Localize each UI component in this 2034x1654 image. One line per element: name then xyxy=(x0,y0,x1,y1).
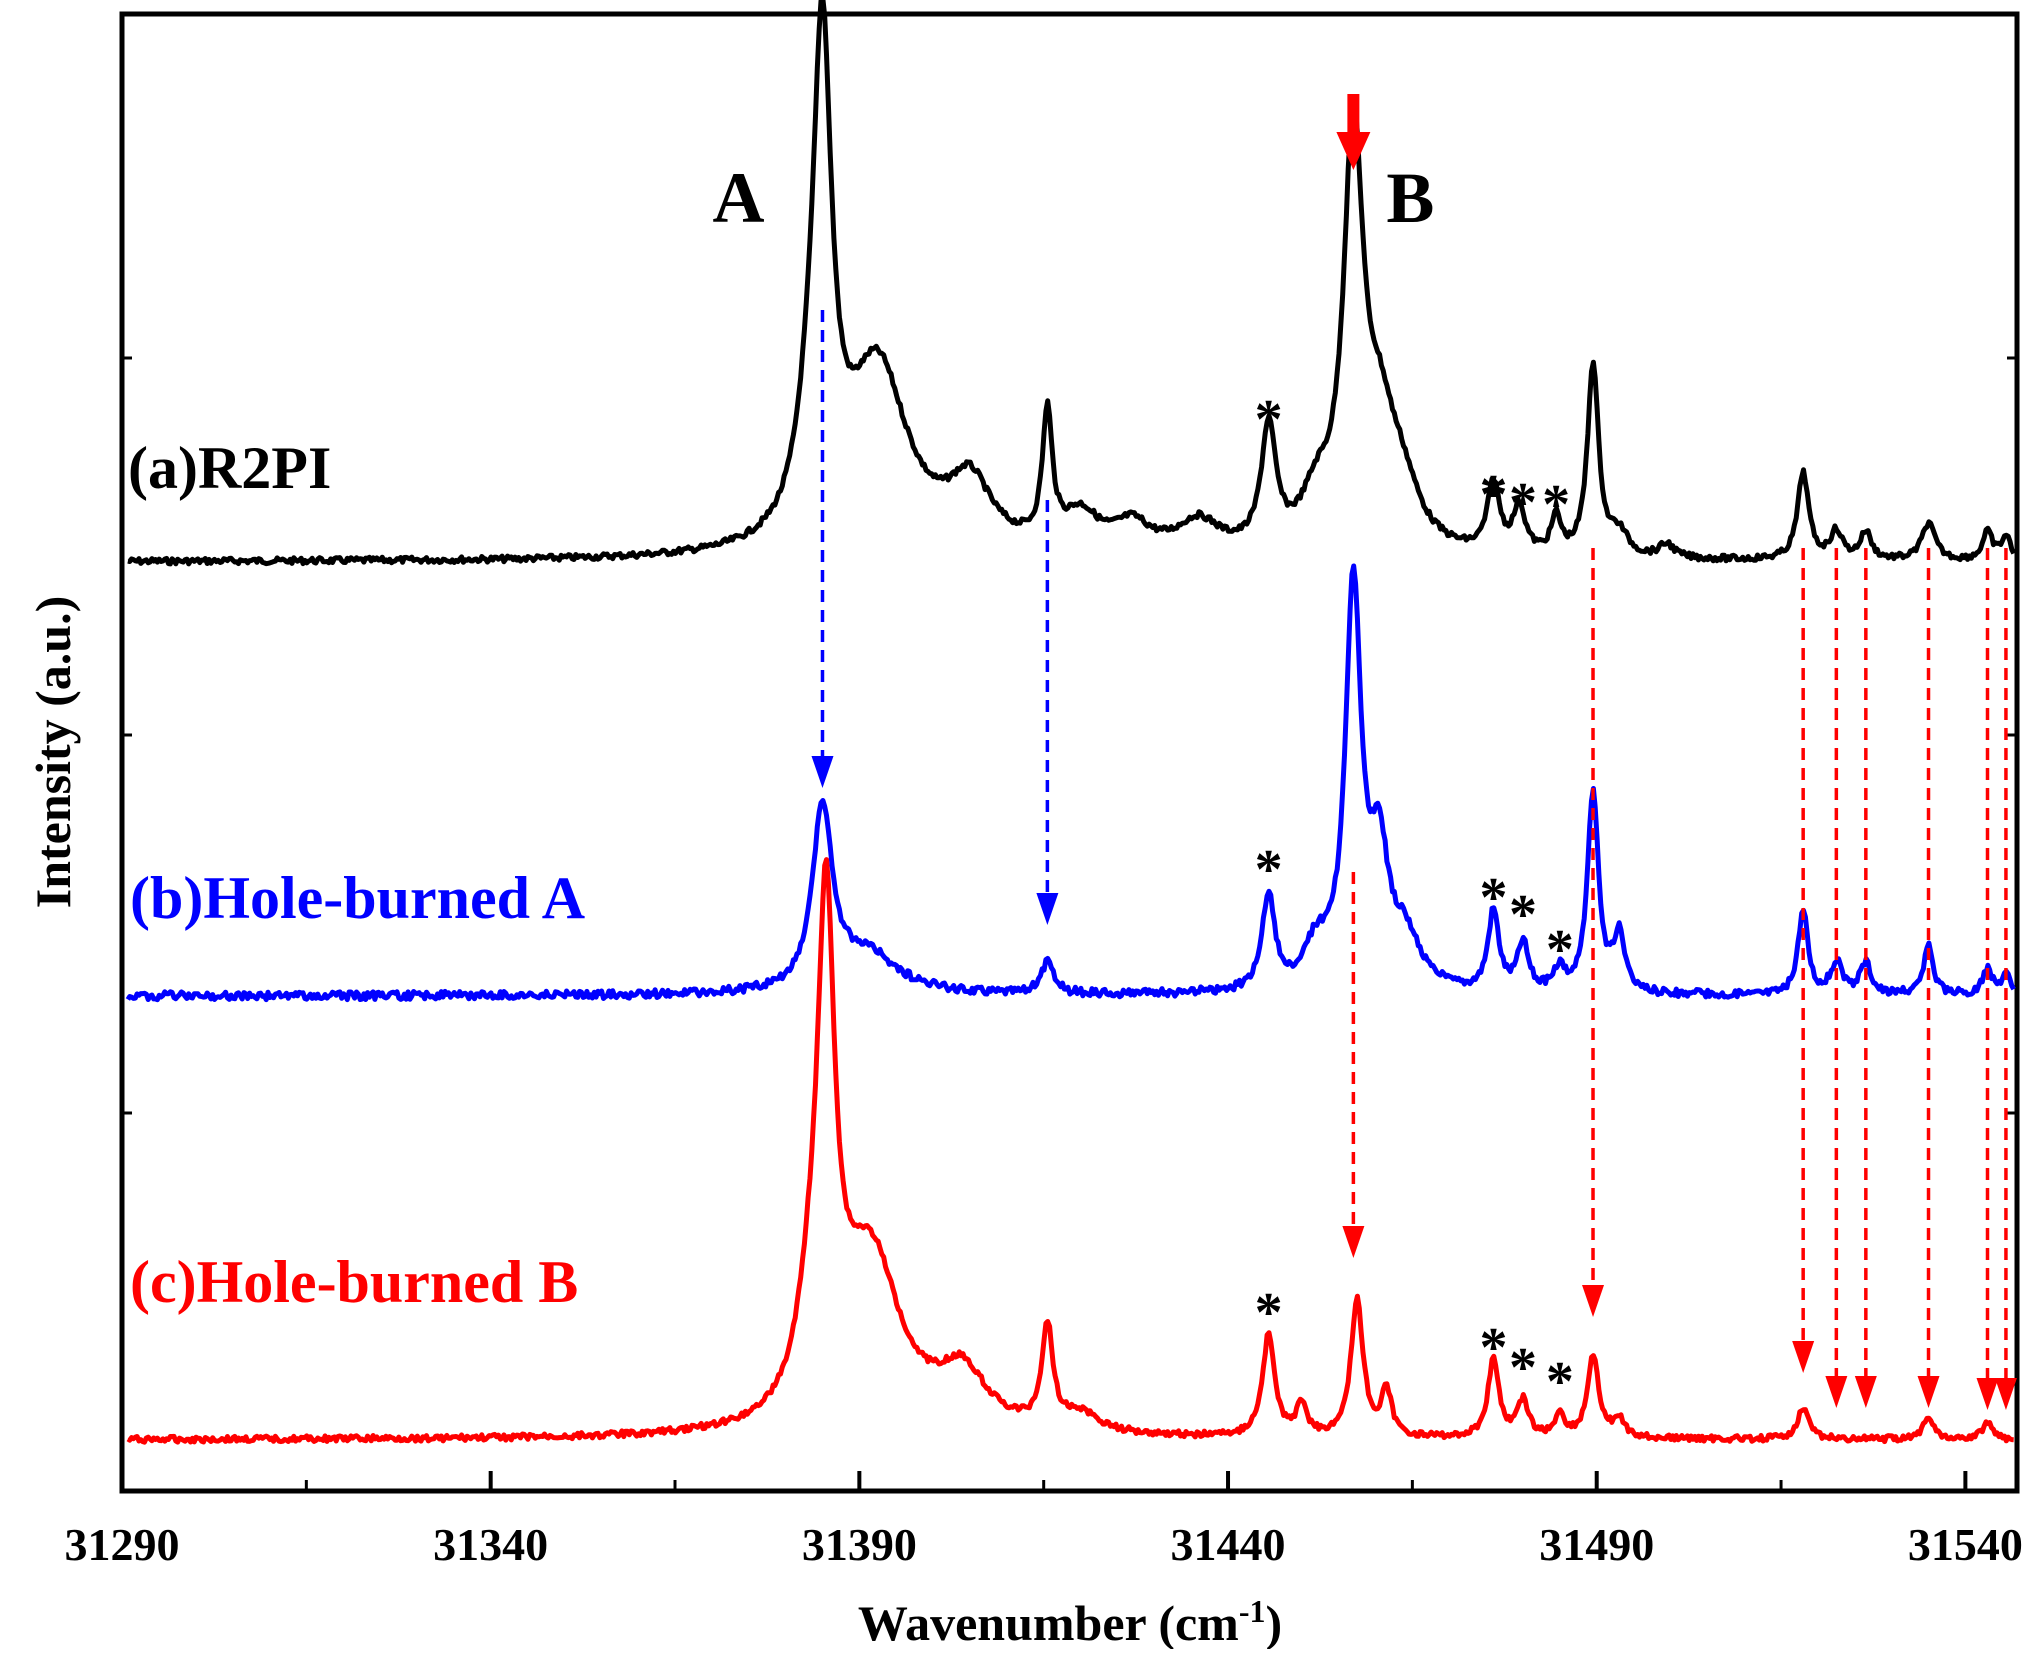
axis-ticks xyxy=(120,356,2017,1493)
x-axis-title-main: Wavenumber (cm xyxy=(858,1595,1239,1649)
asterisk-b: * xyxy=(1509,884,1537,946)
assignment-arrows xyxy=(811,94,2017,1410)
spectra-traces xyxy=(125,0,2016,1445)
asterisk-a: * xyxy=(1542,474,1570,536)
x-axis-title-sup: -1 xyxy=(1239,1593,1266,1629)
asterisk-c: * xyxy=(1546,1351,1574,1413)
series-label-a: (a)R2PI xyxy=(128,435,331,501)
y-axis-title: Intensity (a.u.) xyxy=(25,596,81,909)
asterisk-a: * xyxy=(1509,472,1537,534)
trace-c xyxy=(126,857,2015,1445)
x-tick-label: 31290 xyxy=(65,1519,180,1570)
peak-label-b: B xyxy=(1386,158,1434,238)
arrow-b-to-c-head xyxy=(1342,1226,1365,1258)
arrow-a-to-b-head xyxy=(1036,893,1059,925)
x-tick-label: 31340 xyxy=(433,1519,548,1570)
x-tick-label: 31440 xyxy=(1171,1519,1286,1570)
pump-arrow-head xyxy=(1336,132,1371,170)
arrow-a-to-b-head xyxy=(811,756,834,788)
arrow-a-to-c-head xyxy=(1976,1378,1999,1410)
series-label-c: (c)Hole-burned B xyxy=(130,1249,578,1315)
arrow-a-to-c-head xyxy=(1582,1285,1605,1317)
arrow-a-to-c-head xyxy=(1854,1376,1877,1408)
x-tick-label: 31490 xyxy=(1539,1519,1654,1570)
series-label-b: (b)Hole-burned A xyxy=(130,865,585,931)
arrow-a-to-c-head xyxy=(1917,1376,1940,1408)
asterisk-b: * xyxy=(1479,867,1507,929)
arrow-a-to-c-head xyxy=(1994,1378,2017,1410)
x-tick-label: 31390 xyxy=(802,1519,917,1570)
asterisk-c: * xyxy=(1255,1282,1283,1344)
asterisk-b: * xyxy=(1546,919,1574,981)
asterisk-a: * xyxy=(1255,389,1283,451)
asterisk-c: * xyxy=(1479,1317,1507,1379)
peak-label-a: A xyxy=(712,158,764,238)
trace-a xyxy=(127,0,2016,567)
asterisk-a: * xyxy=(1479,464,1507,526)
asterisk-c: * xyxy=(1509,1337,1537,1399)
x-axis-title: Wavenumber (cm-1) xyxy=(858,1593,1282,1649)
arrow-a-to-c-head xyxy=(1825,1376,1848,1408)
pump-arrow-shaft xyxy=(1347,94,1360,136)
trace-b xyxy=(125,563,2016,1003)
x-tick-label: 31540 xyxy=(1908,1519,2023,1570)
x-tick-labels: 31290 31340 31390 31440 31490 31540 xyxy=(65,1519,2023,1570)
arrow-a-to-c-head xyxy=(1792,1341,1815,1373)
x-axis-title-close: ) xyxy=(1265,1595,1282,1649)
peak-annotations: A B** * ** * **** * * xyxy=(712,158,1573,1413)
asterisk-b: * xyxy=(1255,839,1283,901)
plot-frame xyxy=(119,11,2020,1494)
